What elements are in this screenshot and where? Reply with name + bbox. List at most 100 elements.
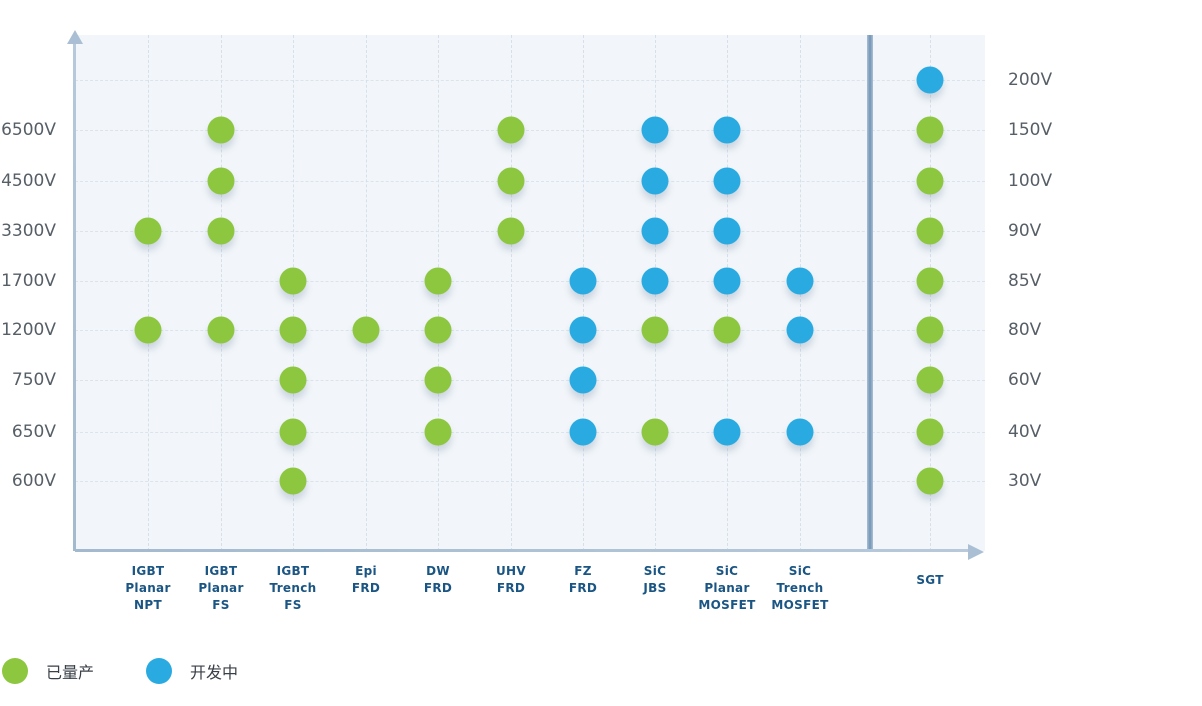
right-tick-label: 80V — [1008, 320, 1042, 340]
category-label: Epi FRD — [351, 564, 381, 595]
data-point — [916, 316, 944, 344]
data-point — [916, 467, 944, 495]
left-tick-label: 3300V — [1, 221, 56, 241]
h-gridline — [75, 80, 985, 81]
data-point — [786, 418, 814, 446]
plot-area — [75, 35, 985, 551]
h-gridline — [75, 181, 985, 182]
developing-dot-icon — [146, 658, 173, 684]
h-gridline — [75, 231, 985, 232]
left-tick-label: 750V — [11, 370, 56, 390]
right-tick-label: 90V — [1008, 221, 1042, 241]
data-point — [424, 366, 452, 394]
data-point — [713, 217, 741, 245]
data-point — [569, 418, 597, 446]
h-gridline — [75, 281, 985, 282]
right-tick-label: 85V — [1008, 271, 1042, 291]
category-label: SGT — [916, 573, 944, 587]
left-tick-label: 650V — [11, 422, 56, 442]
legend-item-produced[interactable]: 已量产 — [2, 658, 94, 684]
data-point — [279, 316, 307, 344]
data-point — [786, 267, 814, 295]
data-point — [641, 217, 669, 245]
data-point — [713, 316, 741, 344]
data-point — [134, 217, 162, 245]
data-point — [497, 167, 525, 195]
category-label: IGBT Planar FS — [198, 564, 244, 612]
data-point — [134, 316, 162, 344]
data-point — [569, 366, 597, 394]
data-point — [916, 116, 944, 144]
right-tick-label: 30V — [1008, 471, 1042, 491]
data-point — [916, 217, 944, 245]
legend: 已量产 开发中 — [2, 658, 238, 684]
data-point — [641, 316, 669, 344]
right-tick-label: 100V — [1008, 171, 1053, 191]
category-label: SiC JBS — [643, 564, 667, 595]
h-gridline — [75, 432, 985, 433]
left-tick-label: 4500V — [1, 171, 56, 191]
section-divider — [867, 35, 873, 551]
x-axis-line — [75, 549, 975, 552]
data-point — [207, 217, 235, 245]
data-point — [424, 316, 452, 344]
left-tick-label: 1700V — [1, 271, 56, 291]
data-point — [424, 267, 452, 295]
data-point — [786, 316, 814, 344]
category-label: SiC Planar MOSFET — [698, 564, 756, 612]
data-point — [916, 66, 944, 94]
data-point — [279, 267, 307, 295]
legend-label-developing: 开发中 — [190, 663, 239, 682]
data-point — [916, 366, 944, 394]
h-gridline — [75, 481, 985, 482]
category-label: DW FRD — [423, 564, 453, 595]
right-tick-label: 150V — [1008, 120, 1053, 140]
v-gridline — [366, 35, 367, 551]
data-point — [569, 267, 597, 295]
data-point — [279, 418, 307, 446]
v-gridline — [221, 35, 222, 551]
data-point — [207, 167, 235, 195]
right-tick-label: 200V — [1008, 70, 1053, 90]
data-point — [916, 418, 944, 446]
data-point — [207, 316, 235, 344]
data-point — [424, 418, 452, 446]
category-label: SiC Trench MOSFET — [771, 564, 829, 612]
left-tick-label: 6500V — [1, 120, 56, 140]
data-point — [916, 267, 944, 295]
data-point — [641, 267, 669, 295]
y-axis-arrow-icon — [67, 30, 83, 44]
data-point — [713, 418, 741, 446]
category-label: FZ FRD — [568, 564, 598, 595]
data-point — [641, 167, 669, 195]
data-point — [641, 116, 669, 144]
v-gridline — [148, 35, 149, 551]
data-point — [497, 116, 525, 144]
left-tick-label: 1200V — [1, 320, 56, 340]
data-point — [352, 316, 380, 344]
data-point — [207, 116, 235, 144]
category-label: UHV FRD — [496, 564, 526, 595]
left-tick-label: 600V — [11, 471, 56, 491]
data-point — [569, 316, 597, 344]
produced-dot-icon — [2, 658, 28, 684]
data-point — [641, 418, 669, 446]
data-point — [497, 217, 525, 245]
h-gridline — [75, 330, 985, 331]
y-axis-line — [73, 42, 76, 551]
right-tick-label: 40V — [1008, 422, 1042, 442]
h-gridline — [75, 380, 985, 381]
category-label: IGBT Trench FS — [269, 564, 317, 612]
v-gridline — [511, 35, 512, 551]
data-point — [279, 467, 307, 495]
x-axis-arrow-icon — [968, 544, 984, 560]
legend-item-developing[interactable]: 开发中 — [146, 658, 238, 684]
category-label: IGBT Planar NPT — [125, 564, 171, 612]
data-point — [713, 267, 741, 295]
data-point — [713, 167, 741, 195]
data-point — [916, 167, 944, 195]
legend-label-produced: 已量产 — [46, 663, 95, 682]
right-tick-label: 60V — [1008, 370, 1042, 390]
h-gridline — [75, 130, 985, 131]
